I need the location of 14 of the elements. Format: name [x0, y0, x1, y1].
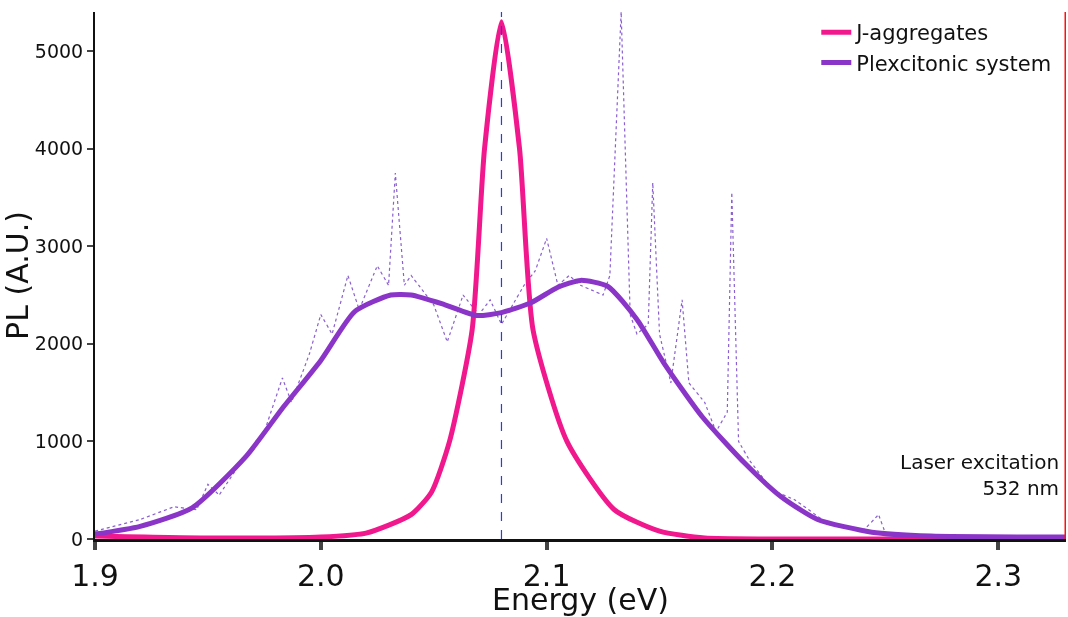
x-tick-label: 2.0 [296, 558, 345, 593]
y-tick-label: 1000 [34, 430, 84, 453]
x-tick-label: 2.3 [974, 558, 1023, 593]
y-tick-label: 4000 [34, 137, 84, 160]
y-tick-label: 3000 [34, 234, 84, 257]
y-axis-title: PL (A.U.) [0, 211, 35, 340]
y-tick-label: 2000 [34, 332, 84, 355]
annotation: Laser excitation 532 nm [900, 450, 1060, 500]
legend-label: Plexcitonic system [856, 51, 1052, 76]
legend-label: J-aggregates [854, 21, 989, 46]
x-tick-label: 1.9 [71, 558, 119, 593]
y-tick-label: 5000 [34, 39, 84, 62]
y-tick-label: 0 [71, 527, 84, 550]
x-tick-label: 2.2 [748, 558, 797, 593]
